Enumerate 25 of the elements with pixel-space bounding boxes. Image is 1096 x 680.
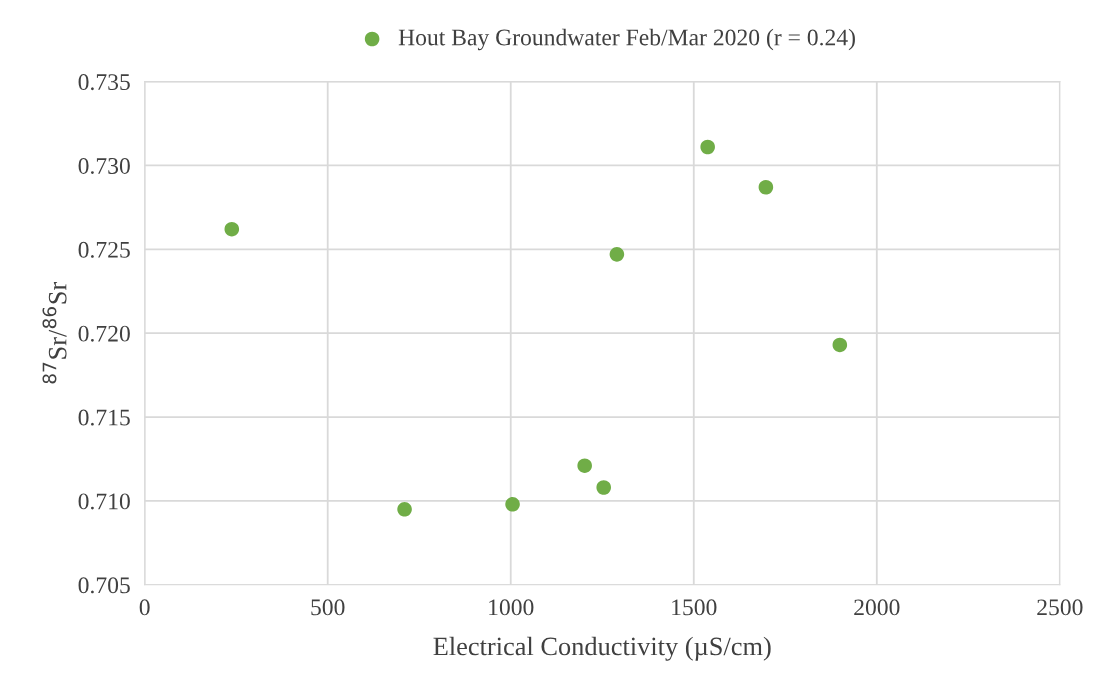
point [577, 458, 592, 473]
point [700, 139, 715, 155]
y-tick-label: 0.715 [78, 409, 130, 426]
legend-label: Hout Bay Groundwater Feb/Mar 2020 (r = 0.24) [398, 28, 855, 51]
y-tick-label: 0.730 [78, 157, 130, 174]
point [832, 337, 848, 353]
point [758, 179, 774, 195]
x-tick-label: 1500 [672, 599, 717, 616]
point [609, 247, 625, 262]
point [596, 480, 611, 495]
x-tick-label: 1000 [489, 599, 534, 616]
x-axis-title: Electrical Conductivity (µS/cm) [433, 636, 771, 661]
point [397, 502, 412, 517]
x-tick-label: 2000 [854, 599, 900, 616]
y-tick-label: 0.710 [78, 493, 130, 510]
point [505, 497, 520, 512]
point [224, 221, 240, 237]
y-tick-label: 0.735 [78, 74, 130, 91]
y-tick-label: 0.725 [78, 241, 130, 258]
y-axis-title: $^{87}$Sr/$^{86}$Sr [42, 281, 67, 384]
x-tick-label: 500 [311, 599, 345, 616]
x-tick-label: 2500 [1037, 599, 1083, 616]
y-tick-label: 0.705 [78, 577, 130, 594]
x-tick-label: 0 [139, 599, 150, 616]
y-tick-label: 0.720 [78, 325, 130, 342]
